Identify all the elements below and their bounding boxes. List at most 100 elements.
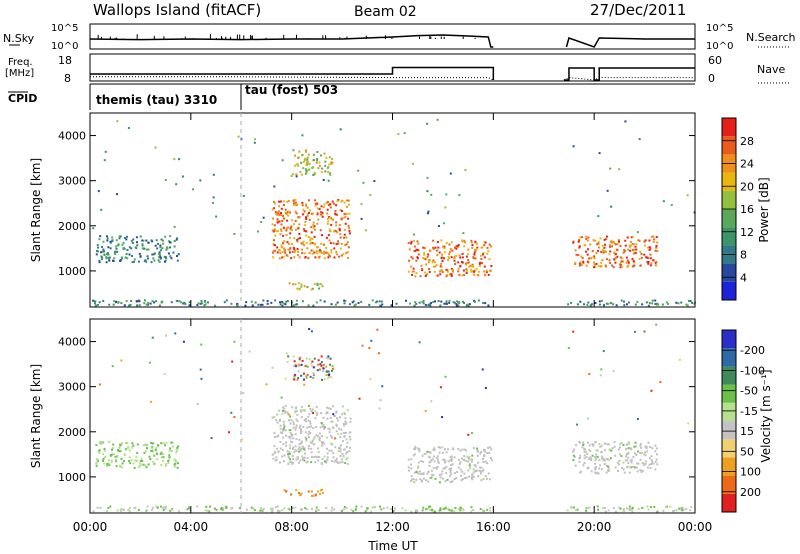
scatter-cell <box>130 247 133 250</box>
scatter-cell <box>307 404 310 407</box>
scatter-cell <box>304 168 307 171</box>
scatter-cell <box>410 458 413 461</box>
scatter-cell <box>104 150 107 153</box>
scatter-cell <box>415 259 418 262</box>
scatter-cell <box>628 471 631 474</box>
scatter-cell <box>639 458 642 461</box>
scatter-cell <box>276 505 279 508</box>
scatter-cell <box>654 444 657 447</box>
scatter-cell <box>331 200 334 203</box>
scatter-cell <box>480 479 483 482</box>
scatter-cell <box>486 452 489 455</box>
scatter-cell <box>327 170 330 173</box>
scatter-cell <box>613 258 616 261</box>
scatter-cell <box>654 249 657 252</box>
scatter-cell <box>419 478 422 481</box>
scatter-cell <box>463 245 466 248</box>
x-tick-label: 08:00 <box>274 520 309 534</box>
scatter-cell <box>345 252 348 255</box>
scatter-cell <box>122 241 125 244</box>
scatter-cell <box>338 461 341 464</box>
scatter-cell <box>483 241 486 244</box>
scatter-cell <box>623 304 626 307</box>
scatter-cell <box>592 256 595 259</box>
scatter-cell <box>287 435 290 438</box>
scatter-cell <box>347 246 350 249</box>
scatter-cell <box>102 240 105 243</box>
scatter-cell <box>160 463 163 466</box>
scatter-cell <box>340 413 343 416</box>
scatter-cell <box>441 451 444 454</box>
scatter-cell <box>600 368 603 371</box>
scatter-cell <box>429 508 432 511</box>
scatter-cell <box>262 507 265 510</box>
scatter-cell <box>106 239 109 242</box>
scatter-cell <box>478 270 481 273</box>
scatter-cell <box>337 419 340 422</box>
scatter-cell <box>390 508 393 511</box>
scatter-cell <box>157 242 160 245</box>
scatter-cell <box>111 365 114 368</box>
scatter-cell <box>620 299 623 302</box>
scatter-cell <box>293 251 296 254</box>
scatter-cell <box>307 257 310 260</box>
scatter-cell <box>574 261 577 264</box>
scatter-cell <box>151 450 154 453</box>
scatter-cell <box>336 213 339 216</box>
scatter-cell <box>488 243 491 246</box>
scatter-cell <box>291 243 294 246</box>
scatter-cell <box>436 455 439 458</box>
colorbar-swatch <box>722 475 736 494</box>
scatter-cell <box>186 508 189 511</box>
scatter-cell <box>473 273 476 276</box>
scatter-cell <box>307 433 310 436</box>
scatter-cell <box>284 404 287 407</box>
scatter-cell <box>144 464 147 467</box>
cpid-segment-1: themis (tau) 3310 <box>96 93 217 107</box>
scatter-cell <box>319 426 322 429</box>
scatter-cell <box>609 240 612 243</box>
scatter-cell <box>129 462 132 465</box>
scatter-cell <box>111 453 114 456</box>
scatter-cell <box>467 248 470 251</box>
scatter-cell <box>410 510 413 513</box>
scatter-cell <box>578 440 581 443</box>
scatter-cell <box>476 242 479 245</box>
scatter-cell <box>432 248 435 251</box>
scatter-cell <box>120 442 123 445</box>
scatter-cell <box>271 509 274 512</box>
scatter-cell <box>433 448 436 451</box>
scatter-cell <box>315 246 318 249</box>
scatter-cell <box>675 509 678 512</box>
scatter-cell <box>100 255 103 258</box>
scatter-cell <box>340 432 343 435</box>
scatter-cell <box>588 372 591 375</box>
scatter-cell <box>282 217 285 220</box>
scatter-cell <box>419 473 422 476</box>
scatter-cell <box>426 472 429 475</box>
scatter-cell <box>325 356 328 359</box>
scatter-cell <box>458 254 461 257</box>
scatter-cell <box>413 250 416 253</box>
scatter-cell <box>655 244 658 247</box>
scatter-cell <box>644 460 647 463</box>
scatter-cell <box>307 169 310 172</box>
scatter-cell <box>308 327 311 330</box>
scatter-cell <box>490 265 493 268</box>
scatter-cell <box>101 250 104 253</box>
scatter-cell <box>360 300 363 303</box>
scatter-cell <box>457 245 460 248</box>
scatter-cell <box>470 460 473 463</box>
scatter-cell <box>290 229 293 232</box>
scatter-cell <box>313 235 316 238</box>
scatter-cell <box>290 219 293 222</box>
scatter-cell <box>624 448 627 451</box>
scatter-cell <box>143 259 146 262</box>
colorbar-tick-label: 28 <box>740 135 754 148</box>
scatter-cell <box>279 441 282 444</box>
scatter-cell <box>115 460 118 463</box>
scatter-cell <box>412 478 415 481</box>
scatter-cell <box>174 332 177 335</box>
colorbar-tick-label: 16 <box>740 203 754 216</box>
